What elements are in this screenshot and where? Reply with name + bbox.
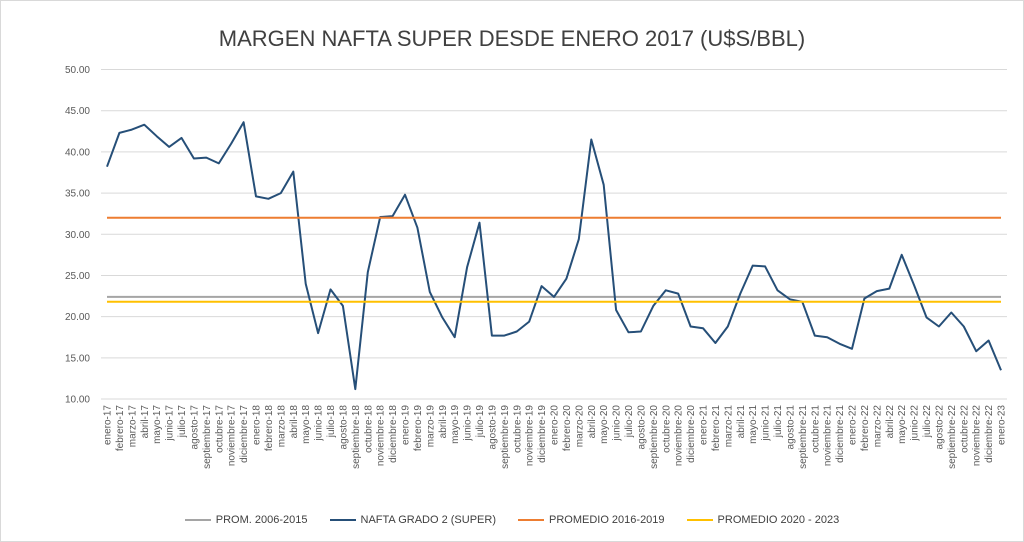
x-tick-label: octubre-22	[959, 405, 970, 453]
x-tick-label: marzo-17	[127, 405, 138, 448]
x-tick-label: septiembre-22	[947, 405, 958, 469]
x-tick-label: septiembre-21	[798, 405, 809, 469]
x-tick-label: octubre-18	[363, 405, 374, 453]
x-tick-label: septiembre-20	[649, 405, 660, 469]
x-tick-label: agosto-21	[785, 405, 796, 450]
x-tick-label: junio-21	[761, 405, 772, 442]
legend-item: NAFTA GRADO 2 (SUPER)	[329, 514, 496, 526]
legend-label: PROM. 2006-2015	[215, 514, 308, 526]
x-tick-label: septiembre-18	[351, 405, 362, 469]
legend: PROM. 2006-2015 NAFTA GRADO 2 (SUPER) PROM…	[0, 514, 1024, 526]
x-tick-label: enero-17	[103, 405, 114, 445]
x-tick-label: agosto-20	[636, 405, 647, 450]
x-tick-label: julio-22	[922, 405, 933, 439]
x-tick-label: junio-17	[165, 405, 176, 442]
x-tick-label: marzo-20	[574, 405, 585, 448]
x-tick-label: enero-21	[699, 405, 710, 445]
legend-swatch	[517, 519, 544, 521]
y-tick-label: 15.00	[65, 353, 90, 364]
x-tick-label: marzo-21	[723, 405, 734, 448]
x-tick-label: agosto-17	[189, 405, 200, 450]
x-tick-label: agosto-18	[338, 405, 349, 450]
x-tick-label: agosto-19	[487, 405, 498, 450]
legend-swatch	[329, 519, 356, 521]
x-tick-label: octubre-21	[810, 405, 821, 453]
x-tick-label: febrero-21	[711, 405, 722, 452]
legend-item: PROMEDIO 2020 - 2023	[686, 514, 840, 526]
x-tick-label: febrero-18	[264, 405, 275, 452]
x-tick-label: junio-20	[612, 405, 623, 442]
x-tick-label: noviembre-22	[972, 405, 983, 467]
x-tick-label: noviembre-21	[823, 405, 834, 467]
legend-label: NAFTA GRADO 2 (SUPER)	[360, 514, 496, 526]
y-tick-label: 25.00	[65, 271, 90, 282]
x-tick-label: enero-22	[848, 405, 859, 445]
x-tick-label: junio-18	[314, 405, 325, 442]
x-tick-label: octubre-17	[214, 405, 225, 453]
legend-item: PROM. 2006-2015	[184, 514, 308, 526]
x-tick-label: diciembre-20	[686, 405, 697, 463]
legend-swatch	[184, 519, 211, 521]
y-tick-label: 40.00	[65, 147, 90, 158]
x-tick-label: marzo-18	[276, 405, 287, 448]
x-tick-label: julio-19	[475, 405, 486, 439]
series-line-nafta	[106, 121, 1002, 391]
x-tick-label: junio-22	[910, 405, 921, 442]
x-tick-label: mayo-18	[301, 405, 312, 444]
x-tick-label: febrero-17	[115, 405, 126, 452]
y-tick-label: 20.00	[65, 312, 90, 323]
x-tick-label: agosto-22	[934, 405, 945, 450]
x-tick-label: mayo-22	[897, 405, 908, 444]
y-tick-label: 45.00	[65, 106, 90, 117]
y-tick-label: 10.00	[65, 395, 90, 406]
x-tick-label: diciembre-18	[388, 405, 399, 463]
x-tick-label: diciembre-17	[239, 405, 250, 463]
x-tick-label: julio-18	[326, 405, 337, 439]
x-tick-label: febrero-19	[413, 405, 424, 452]
x-tick-label: diciembre-22	[984, 405, 995, 463]
x-tick-label: mayo-17	[152, 405, 163, 444]
x-tick-label: julio-20	[624, 405, 635, 439]
legend-swatch	[686, 519, 713, 521]
chart-title: MARGEN NAFTA SUPER DESDE ENERO 2017 (U$S…	[218, 26, 806, 51]
x-tick-label: abril-19	[438, 405, 449, 439]
x-tick-label: octubre-20	[661, 405, 672, 453]
x-tick-label: marzo-19	[425, 405, 436, 448]
x-tick-label: septiembre-17	[202, 405, 213, 469]
x-tick-label: febrero-22	[860, 405, 871, 452]
x-tick-label: abril-21	[736, 405, 747, 439]
x-tick-label: julio-17	[177, 405, 188, 439]
x-tick-label: noviembre-19	[525, 405, 536, 467]
x-tick-label: abril-17	[140, 405, 151, 439]
x-tick-label: enero-23	[997, 405, 1008, 445]
x-tick-label: junio-19	[463, 405, 474, 442]
legend-label: PROMEDIO 2016-2019	[548, 514, 665, 526]
y-tick-label: 50.00	[65, 65, 90, 76]
y-tick-label: 30.00	[65, 230, 90, 241]
x-tick-label: enero-20	[550, 405, 561, 445]
x-tick-label: enero-18	[252, 405, 263, 445]
x-tick-label: septiembre-19	[500, 405, 511, 469]
x-tick-label: noviembre-20	[674, 405, 685, 467]
x-tick-label: abril-20	[587, 405, 598, 439]
x-tick-label: noviembre-18	[376, 405, 387, 467]
x-tick-label: mayo-21	[748, 405, 759, 444]
x-tick-label: enero-19	[401, 405, 412, 445]
x-tick-label: abril-18	[289, 405, 300, 439]
x-tick-label: abril-22	[885, 405, 896, 439]
x-tick-label: noviembre-17	[227, 405, 238, 467]
x-tick-label: diciembre-21	[835, 405, 846, 463]
legend-item: PROMEDIO 2016-2019	[517, 514, 665, 526]
x-tick-label: marzo-22	[872, 405, 883, 448]
x-tick-label: mayo-19	[450, 405, 461, 444]
x-tick-label: febrero-20	[562, 405, 573, 452]
legend-label: PROMEDIO 2020 - 2023	[717, 514, 840, 526]
x-tick-label: julio-21	[773, 405, 784, 439]
x-tick-label: diciembre-19	[537, 405, 548, 463]
y-tick-label: 35.00	[65, 189, 90, 200]
x-tick-label: mayo-20	[599, 405, 610, 444]
x-tick-label: octubre-19	[512, 405, 523, 453]
